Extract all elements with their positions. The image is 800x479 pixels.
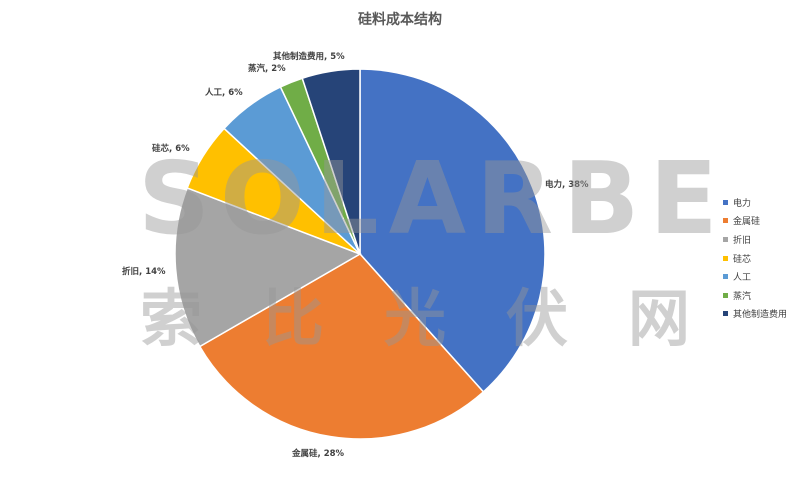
legend-label: 电力 bbox=[733, 198, 752, 209]
legend-label: 其他制造费用 bbox=[733, 310, 788, 321]
data-label-guixin: 硅芯, 6% bbox=[152, 144, 190, 154]
legend-swatch bbox=[723, 199, 728, 205]
legend-item: 电力 bbox=[723, 193, 787, 212]
legend-item: 折旧 bbox=[723, 230, 787, 249]
legend-item: 蒸汽 bbox=[723, 286, 787, 305]
legend-label: 人工 bbox=[733, 273, 752, 284]
legend-item: 其他制造费用 bbox=[723, 305, 787, 324]
legend-item: 硅芯 bbox=[723, 249, 787, 268]
chart-title: 硅料成本结构 bbox=[358, 12, 442, 28]
legend: 电力金属硅折旧硅芯人工蒸汽其他制造费用 bbox=[723, 193, 787, 323]
legend-item: 金属硅 bbox=[723, 212, 787, 231]
pie-slice-0 bbox=[359, 68, 546, 393]
legend-swatch bbox=[723, 236, 728, 242]
legend-label: 金属硅 bbox=[733, 217, 761, 228]
data-label-rengong: 人工, 6% bbox=[205, 88, 243, 98]
legend-swatch bbox=[723, 218, 728, 224]
legend-item: 人工 bbox=[723, 267, 787, 286]
pie-slice-2 bbox=[174, 187, 362, 348]
legend-label: 蒸汽 bbox=[733, 291, 752, 302]
data-label-jinshugui: 金属硅, 28% bbox=[292, 449, 345, 459]
pie-slice-1 bbox=[198, 253, 485, 440]
legend-label: 折旧 bbox=[733, 235, 752, 246]
legend-label: 硅芯 bbox=[733, 254, 752, 265]
data-label-zhejiu: 折旧, 14% bbox=[122, 267, 166, 277]
data-label-dianli: 电力, 38% bbox=[545, 180, 589, 190]
data-label-other: 其他制造费用, 5% bbox=[273, 52, 345, 62]
legend-swatch bbox=[723, 255, 728, 261]
data-label-zhengqi: 蒸汽, 2% bbox=[248, 64, 286, 74]
pie-slice-6 bbox=[301, 68, 361, 255]
legend-swatch bbox=[723, 292, 728, 298]
legend-swatch bbox=[723, 274, 728, 280]
legend-swatch bbox=[723, 311, 728, 317]
